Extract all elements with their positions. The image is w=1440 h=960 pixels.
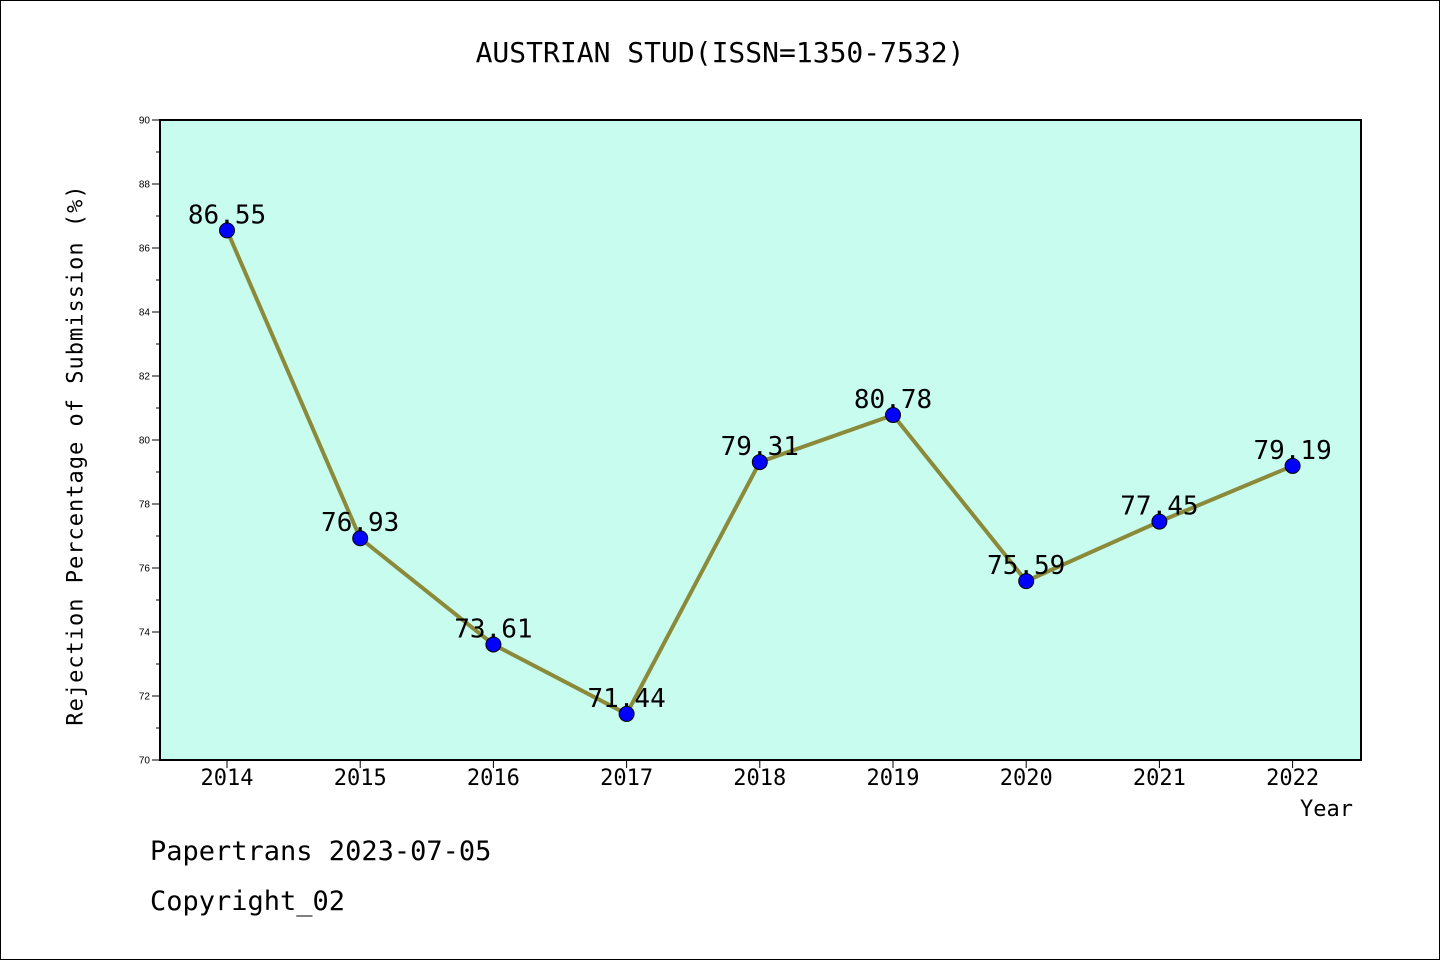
data-point — [1284, 457, 1301, 474]
x-tick-label: 2018 — [733, 766, 786, 791]
footer-copyright: Copyright_02 — [150, 886, 346, 917]
data-point — [352, 530, 369, 547]
chart-title: AUSTRIAN STUD(ISSN=1350-7532) — [475, 36, 965, 69]
data-label: 79.19 — [1253, 436, 1331, 466]
data-point — [485, 636, 502, 653]
data-point — [885, 407, 901, 424]
data-labels: 86.55 76.93 73.61 71.44 79.31 80.78 75.59 77.45… — [188, 200, 1332, 714]
data-label: 76.93 — [321, 508, 399, 538]
x-tick-label: 2021 — [1133, 766, 1186, 791]
plot-border — [159, 119, 1362, 761]
x-tick-label: 2015 — [334, 766, 387, 791]
x-tick-label: 2022 — [1266, 766, 1319, 791]
data-point — [1151, 513, 1168, 530]
y-tick-label: 72 — [139, 692, 151, 703]
series-markers — [219, 222, 1301, 722]
y-tick-label: 80 — [139, 436, 151, 447]
data-label: 73.61 — [454, 614, 532, 644]
y-tick-label: 86 — [139, 244, 151, 255]
plot-area — [160, 120, 1361, 760]
data-point — [219, 222, 235, 239]
x-axis-label: Year — [1300, 797, 1353, 822]
data-point — [1018, 573, 1035, 590]
data-point — [751, 454, 768, 471]
data-label: 86.55 — [188, 200, 266, 230]
y-tick-label: 74 — [139, 628, 151, 639]
y-tick-label: 70 — [139, 756, 151, 767]
footer-source: Papertrans 2023-07-05 — [150, 836, 492, 867]
y-tick-label: 88 — [139, 180, 151, 191]
x-tick-label: 2020 — [1000, 766, 1053, 791]
y-tick-label: 84 — [139, 308, 151, 319]
y-tick-label: 82 — [139, 372, 151, 383]
data-label: 77.45 — [1120, 492, 1198, 522]
data-label: 80.78 — [854, 385, 932, 415]
x-tick-label: 2016 — [467, 766, 520, 791]
data-label: 71.44 — [587, 684, 665, 714]
data-label: 75.59 — [987, 551, 1065, 581]
x-tick-label: 2014 — [201, 766, 254, 791]
data-point — [618, 705, 635, 722]
y-tick-label: 76 — [139, 564, 151, 575]
y-tick-label: 90 — [139, 116, 151, 127]
x-axis: 2014 2015 2016 2017 2018 2019 2020 2021 2022 — [201, 760, 1319, 791]
y-axis: 70 72 74 76 78 80 82 84 86 88 90 — [139, 116, 160, 767]
y-tick-label: 78 — [139, 500, 151, 511]
x-tick-label: 2019 — [867, 766, 920, 791]
data-label: 79.31 — [721, 432, 799, 462]
x-tick-label: 2017 — [600, 766, 653, 791]
